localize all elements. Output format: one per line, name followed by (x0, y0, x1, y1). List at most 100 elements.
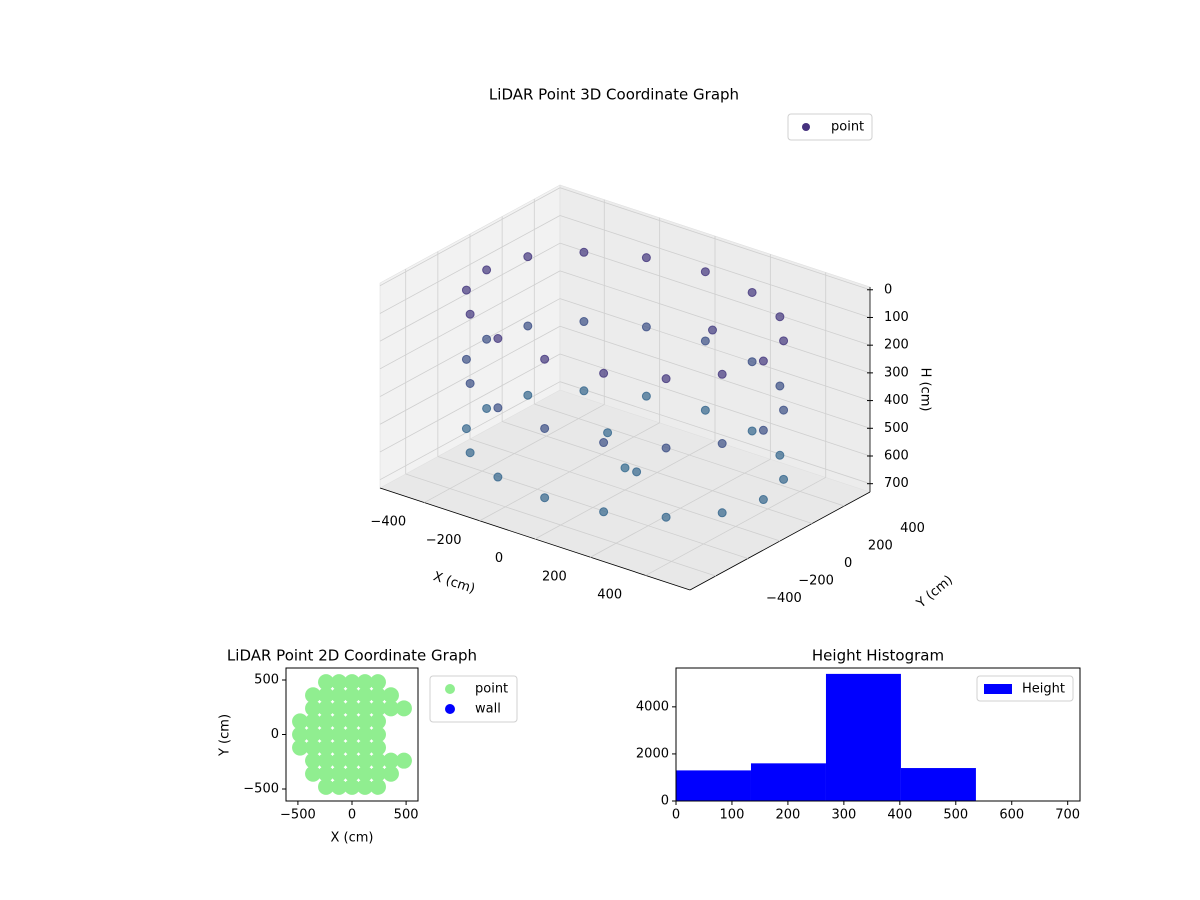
point (382, 687, 399, 704)
z-tick-label: 500 (884, 421, 909, 436)
point (579, 247, 589, 257)
point (747, 287, 757, 297)
point (382, 752, 399, 769)
point (331, 739, 348, 756)
point (603, 428, 613, 438)
point (482, 403, 492, 413)
point (523, 321, 533, 331)
grid-line (379, 270, 561, 370)
point (641, 391, 651, 401)
point (369, 765, 386, 782)
bar (825, 673, 901, 801)
point (369, 739, 386, 756)
point (344, 778, 360, 795)
y-tick-label: −500 (243, 782, 279, 797)
chart-title: LiDAR Point 3D Coordinate Graph (489, 86, 739, 104)
point (331, 726, 348, 743)
z-tick-label: 200 (884, 338, 909, 353)
legend-box (976, 675, 1074, 702)
point (356, 700, 373, 717)
point (758, 495, 768, 505)
point (779, 405, 789, 415)
x-tick-label: 200 (775, 808, 800, 823)
grid-line (559, 325, 871, 429)
legend-marker (445, 704, 455, 714)
bar (750, 763, 826, 801)
point (717, 369, 727, 379)
x-tick-label: 200 (542, 569, 567, 584)
point (661, 512, 671, 522)
z-tick-label: 100 (884, 310, 909, 325)
bar (900, 768, 976, 801)
point (356, 752, 373, 769)
point (369, 713, 386, 730)
point (599, 368, 609, 378)
point (344, 765, 360, 782)
point (318, 752, 335, 769)
z-tick-label: 0 (884, 282, 892, 297)
x-tick-label: 400 (597, 588, 622, 603)
point (369, 687, 386, 704)
point (579, 386, 589, 396)
point (318, 739, 335, 756)
y-tick-label: 4000 (636, 699, 669, 714)
z-tick-label: 600 (884, 448, 909, 463)
legend-marker (445, 684, 455, 694)
point (779, 336, 789, 346)
x-tick-label: 100 (720, 808, 745, 823)
point (331, 700, 348, 717)
point (775, 312, 785, 322)
point (369, 700, 386, 717)
grid-line (559, 242, 871, 346)
x-tick-label: 500 (394, 808, 419, 823)
point (700, 267, 710, 277)
x-tick-label: −400 (370, 515, 406, 530)
legend-marker (802, 123, 810, 131)
x-tick-label: −200 (426, 533, 462, 548)
point (305, 713, 322, 730)
y-tick-label: 0 (844, 556, 852, 571)
point (747, 357, 757, 367)
point (461, 424, 471, 434)
z-tick-label: 400 (884, 393, 909, 408)
point (344, 739, 360, 756)
grid-line (559, 187, 871, 291)
point (382, 765, 399, 782)
point (493, 334, 503, 344)
point (356, 778, 373, 795)
x-axis-label: X (cm) (331, 831, 374, 846)
axes-frame (285, 667, 419, 802)
point (708, 325, 717, 335)
x-tick-label: −500 (280, 808, 316, 823)
point (305, 752, 322, 769)
chart-title: Height Histogram (812, 647, 944, 665)
point (318, 674, 335, 691)
y-tick-label: 0 (271, 727, 279, 742)
point (540, 423, 550, 433)
point (641, 322, 651, 332)
y-tick-label: 200 (868, 538, 893, 553)
point (758, 356, 768, 366)
point (356, 739, 373, 756)
y-axis-label: Y (cm) (218, 714, 233, 757)
point (331, 713, 348, 730)
grid-line (502, 421, 813, 524)
point (369, 778, 386, 795)
grid-line (379, 215, 561, 314)
point (661, 374, 671, 384)
point (305, 739, 322, 756)
point (356, 674, 373, 691)
y-tick-label: −400 (766, 591, 802, 606)
point (482, 334, 492, 344)
grid-line (379, 298, 561, 397)
point (717, 508, 727, 518)
point (356, 687, 373, 704)
point (331, 778, 348, 795)
x-axis-label: X (cm) (431, 569, 477, 597)
point (465, 448, 475, 458)
point (305, 687, 322, 704)
point (747, 426, 757, 436)
x-tick-label: 500 (943, 808, 968, 823)
point (331, 765, 348, 782)
grid-line (559, 215, 871, 318)
